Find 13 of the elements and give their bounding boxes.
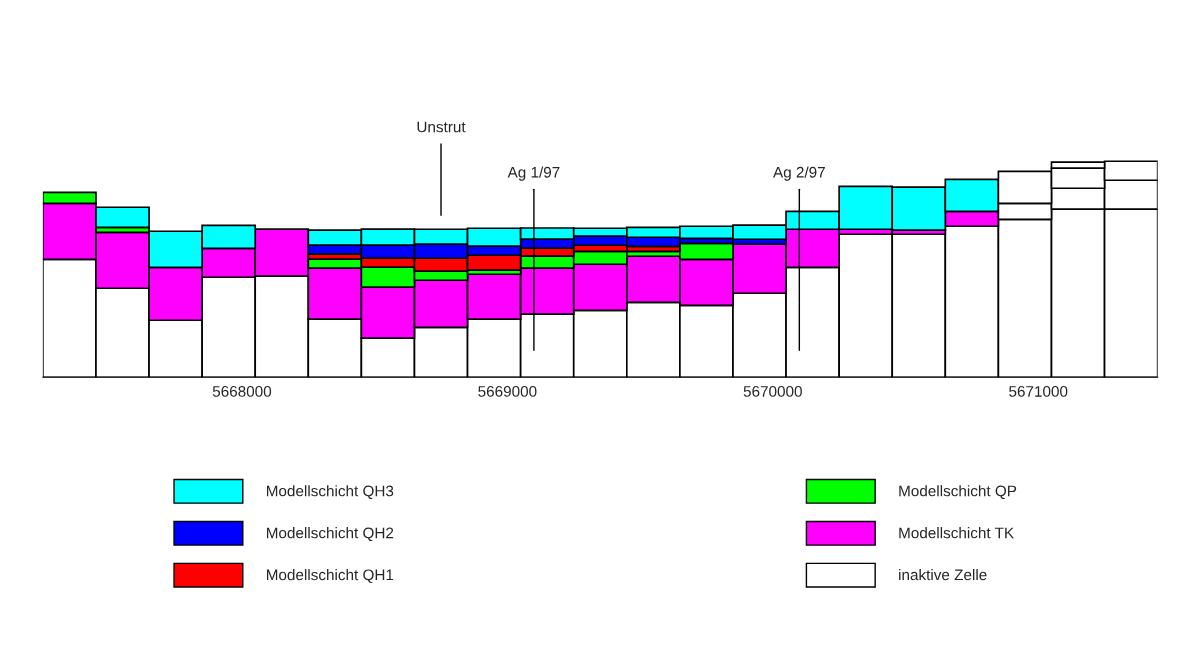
legend-label: Modellschicht QH2 <box>266 527 394 542</box>
legend-label: Modellschicht TK <box>899 527 1014 539</box>
ref-line-label: Ag 1/97 <box>507 166 560 181</box>
x-tick-label: 5668000 <box>212 386 272 397</box>
x-tick-label: 5671000 <box>1009 386 1068 397</box>
legend-label: Modellschicht QH3 <box>266 485 394 500</box>
x-tick-label: 5670000 <box>743 386 802 397</box>
ref-line-label: Ag 2/97 <box>773 166 825 181</box>
ref-line-label: Unstrut <box>417 121 466 133</box>
legend-label: inaktive Zelle <box>899 569 987 581</box>
legend-label: Modellschicht QP <box>899 485 1017 500</box>
x-tick-label: 5669000 <box>478 386 537 397</box>
legend-label: Modellschicht QH1 <box>266 569 394 583</box>
